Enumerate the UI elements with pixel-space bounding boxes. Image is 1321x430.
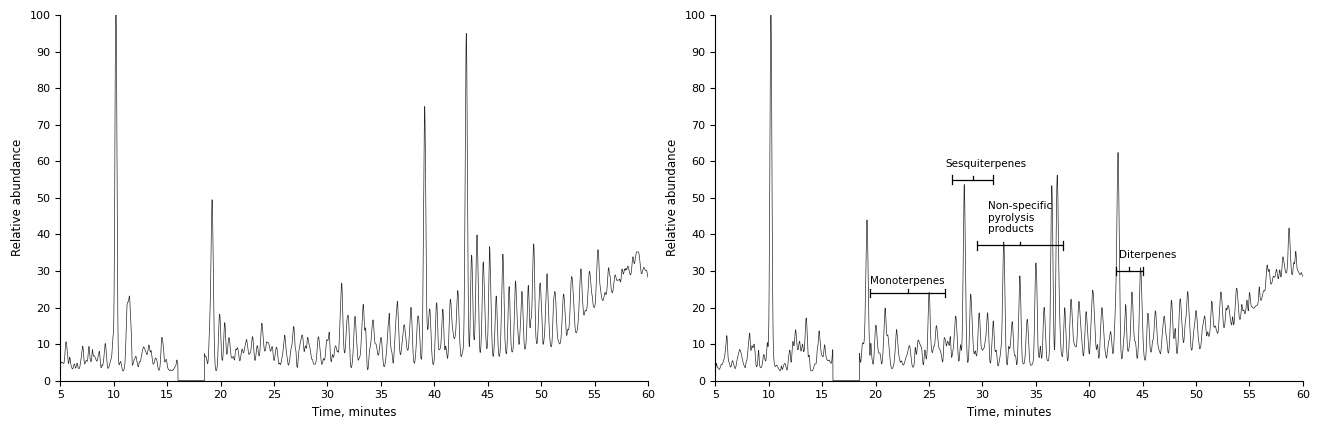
X-axis label: Time, minutes: Time, minutes [312, 406, 396, 419]
Text: Non-specific
pyrolysis
products: Non-specific pyrolysis products [988, 201, 1052, 234]
Y-axis label: Relative abundance: Relative abundance [11, 139, 24, 256]
Text: Monoterpenes: Monoterpenes [871, 276, 945, 286]
Text: Sesquiterpenes: Sesquiterpenes [945, 159, 1026, 169]
Y-axis label: Relative abundance: Relative abundance [666, 139, 679, 256]
X-axis label: Time, minutes: Time, minutes [967, 406, 1052, 419]
Text: Diterpenes: Diterpenes [1119, 250, 1177, 260]
